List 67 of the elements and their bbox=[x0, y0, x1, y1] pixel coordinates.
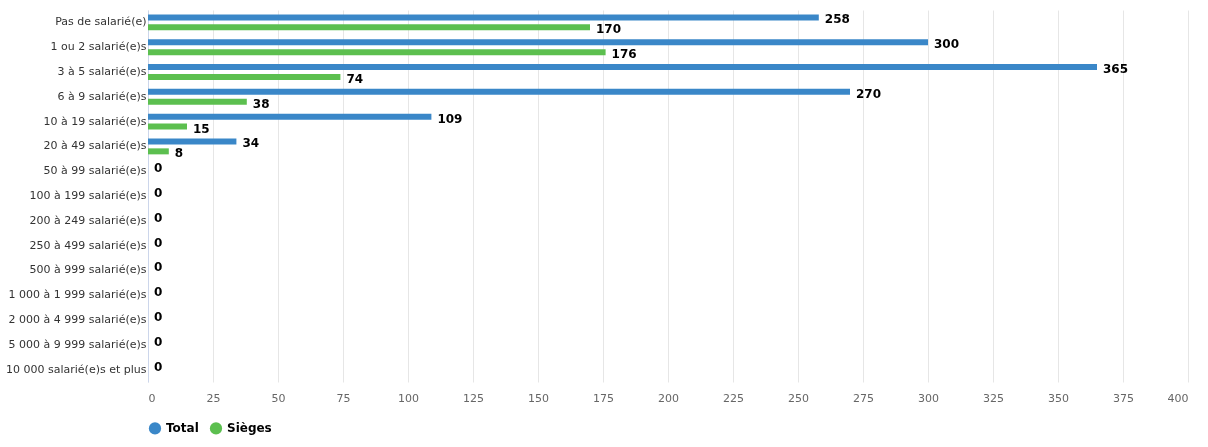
x-tick-label: 300 bbox=[918, 391, 939, 405]
x-tick-label: 400 bbox=[1167, 391, 1189, 405]
data-label: 365 bbox=[1103, 62, 1129, 77]
bar bbox=[148, 24, 590, 31]
x-tick-label: 0 bbox=[148, 391, 156, 405]
bar bbox=[148, 39, 928, 46]
y-tick-label: 3 à 5 salarié(e)s bbox=[57, 65, 147, 78]
bar bbox=[148, 113, 432, 120]
x-tick-label: 275 bbox=[853, 391, 874, 405]
data-label: 109 bbox=[437, 111, 463, 126]
bar bbox=[148, 138, 237, 145]
x-tick-label: 175 bbox=[593, 391, 614, 405]
data-label: 0 bbox=[154, 260, 163, 275]
bar bbox=[148, 88, 850, 95]
data-label: 8 bbox=[174, 146, 184, 161]
data-label: 0 bbox=[154, 285, 163, 300]
x-tick-label: 350 bbox=[1048, 391, 1069, 405]
y-tick-label: Pas de salarié(e) bbox=[55, 15, 147, 29]
x-tick-label: 225 bbox=[723, 391, 744, 405]
data-label: 0 bbox=[154, 210, 163, 225]
x-tick-label: 125 bbox=[463, 391, 484, 405]
y-tick-label: 20 à 49 salarié(e)s bbox=[43, 139, 147, 153]
bar bbox=[148, 49, 606, 56]
data-label: 38 bbox=[252, 96, 270, 111]
y-tick-label: 250 à 499 salarié(e)s bbox=[29, 238, 147, 252]
data-label: 0 bbox=[154, 186, 163, 201]
y-tick-label: 5 000 à 9 999 salarié(e)s bbox=[8, 337, 147, 351]
y-tick-label: 10 000 salarié(e)s et plus bbox=[6, 362, 147, 376]
data-label: 0 bbox=[154, 334, 163, 349]
data-label: 74 bbox=[346, 71, 364, 86]
legend-label: Total bbox=[166, 421, 199, 436]
x-tick-label: 200 bbox=[658, 391, 679, 405]
data-label: 15 bbox=[193, 121, 210, 136]
data-label: 0 bbox=[154, 161, 163, 176]
y-tick-label: 200 à 249 salarié(e)s bbox=[29, 213, 147, 227]
x-tick-label: 150 bbox=[528, 391, 549, 405]
data-label: 270 bbox=[856, 86, 882, 101]
y-tick-label: 1 000 à 1 999 salarié(e)s bbox=[8, 288, 147, 302]
data-label: 0 bbox=[154, 235, 163, 250]
x-tick-label: 325 bbox=[983, 391, 1004, 405]
x-tick-label: 75 bbox=[336, 391, 351, 405]
data-label: 34 bbox=[242, 136, 260, 151]
bar bbox=[148, 14, 819, 21]
data-label: 0 bbox=[154, 359, 163, 374]
x-tick-label: 25 bbox=[206, 391, 221, 405]
y-tick-label: 100 à 199 salarié(e)s bbox=[29, 189, 147, 202]
data-label: 0 bbox=[154, 310, 163, 325]
x-tick-label: 375 bbox=[1113, 391, 1134, 405]
y-tick-label: 2 000 à 4 999 salarié(e)s bbox=[8, 313, 147, 326]
y-tick-label: 1 ou 2 salarié(e)s bbox=[50, 40, 147, 54]
bar bbox=[148, 148, 169, 155]
data-label: 170 bbox=[596, 22, 622, 37]
y-tick-label: 50 à 99 salarié(e)s bbox=[43, 164, 147, 178]
y-tick-label: 6 à 9 salarié(e)s bbox=[57, 89, 147, 103]
x-tick-label: 50 bbox=[271, 391, 286, 405]
data-label: 258 bbox=[824, 12, 850, 27]
bar bbox=[148, 73, 341, 80]
bar bbox=[148, 123, 187, 130]
y-tick-label: 500 à 999 salarié(e)s bbox=[29, 263, 147, 277]
bar bbox=[148, 98, 247, 105]
y-tick-label: 10 à 19 salarié(e)s bbox=[43, 114, 147, 128]
x-tick-label: 250 bbox=[788, 391, 809, 405]
data-label: 176 bbox=[611, 47, 637, 62]
data-label: 300 bbox=[934, 37, 960, 52]
legend-label: Sièges bbox=[227, 421, 272, 436]
x-tick-label: 100 bbox=[398, 391, 419, 405]
bar bbox=[148, 64, 1097, 71]
